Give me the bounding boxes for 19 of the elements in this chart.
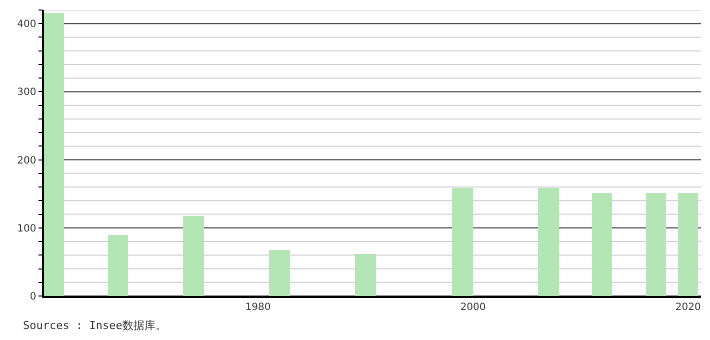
y-tick-label: 100 [17,223,36,234]
bar [646,193,666,296]
bar [678,193,698,296]
bar [269,250,290,296]
bar [452,188,473,296]
y-tick-label: 200 [17,155,36,166]
bar [592,193,612,296]
x-tick-label: 2000 [460,302,486,313]
y-tick-label: 400 [17,19,36,30]
bar [183,216,204,296]
bar [44,13,64,296]
bar [355,254,376,296]
y-tick-label: 0 [30,292,36,302]
x-tick-label: 1980 [245,302,271,313]
source-note: Sources : Insee数据库。 [23,319,166,332]
bar [538,188,559,296]
y-tick-label: 300 [17,87,36,98]
x-tick-label: 2020 [675,302,701,313]
bar [108,235,128,296]
